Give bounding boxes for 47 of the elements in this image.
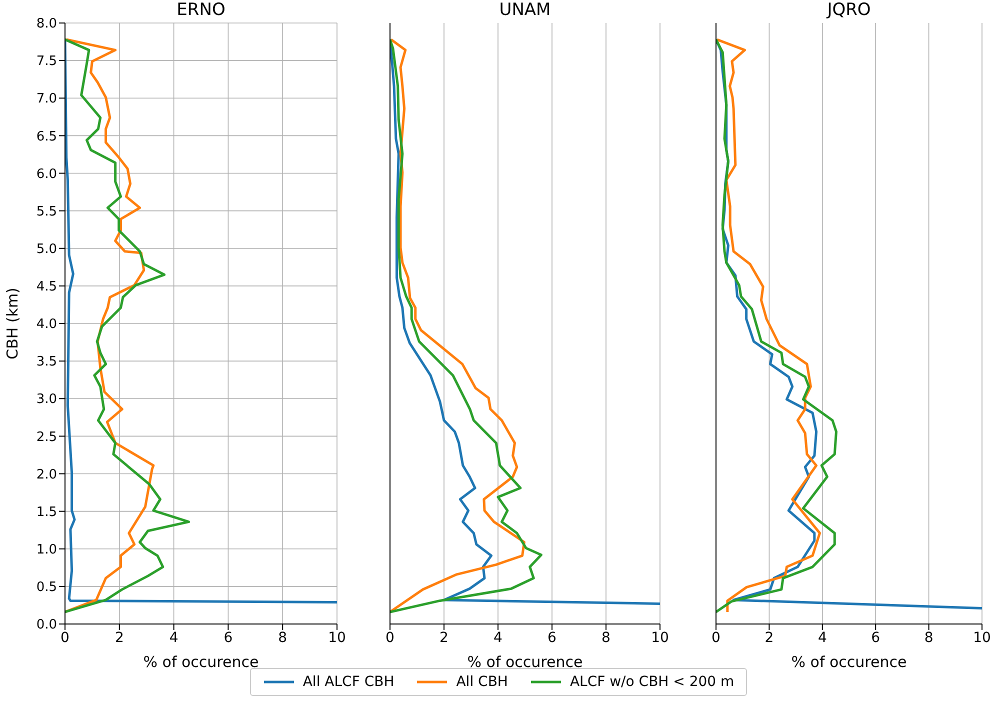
y-tick-label: 6.0: [36, 166, 57, 182]
y-tick-label: 7.0: [36, 92, 57, 107]
y-tick-label: 2.5: [36, 430, 57, 445]
x-tick-label: 0: [60, 630, 70, 646]
x-axis-title: % of occurence: [467, 653, 583, 671]
y-tick-label: 6.5: [36, 129, 57, 144]
legend-label: All ALCF CBH: [302, 674, 394, 690]
y-tick-label: 3.5: [36, 354, 57, 370]
x-tick-label: 2: [440, 630, 448, 646]
x-tick-label: 4: [169, 630, 178, 646]
x-axis-title: % of occurence: [791, 653, 907, 671]
legend-label: ALCF w/o CBH < 200 m: [570, 674, 734, 690]
y-tick-label: 0.5: [36, 580, 57, 596]
chart-title: JQRO: [825, 0, 872, 20]
y-tick-label: 7.5: [36, 54, 57, 70]
x-tick-label: 6: [224, 630, 233, 646]
x-tick-label: 8: [278, 630, 288, 646]
y-tick-label: 0.0: [36, 618, 57, 633]
x-tick-label: 4: [494, 630, 503, 646]
y-tick-label: 5.5: [36, 204, 57, 220]
legend-label: All CBH: [456, 674, 508, 690]
y-tick-label: 3.0: [36, 392, 57, 408]
x-axis-title: % of occurence: [143, 653, 259, 671]
x-tick-label: 4: [818, 630, 827, 646]
y-tick-label: 1.0: [36, 542, 57, 558]
line-series: [65, 38, 337, 604]
y-tick-label: 4.0: [36, 317, 57, 332]
x-tick-label: 10: [973, 630, 991, 646]
y-tick-label: 2.0: [36, 467, 57, 482]
chart-title: ERNO: [176, 0, 226, 20]
y-axis-title: CBH (km): [3, 288, 22, 360]
y-tick-label: 8.0: [36, 16, 57, 32]
x-tick-label: 10: [651, 630, 669, 646]
x-tick-label: 8: [602, 630, 610, 646]
x-tick-label: 6: [548, 630, 557, 646]
x-tick-label: 6: [871, 630, 880, 646]
line-series: [65, 38, 190, 614]
x-tick-label: 0: [712, 630, 720, 646]
x-tick-label: 0: [386, 630, 394, 646]
x-tick-label: 10: [328, 630, 346, 646]
y-tick-label: 5.0: [36, 242, 57, 257]
x-tick-label: 2: [114, 630, 124, 646]
y-tick-label: 4.5: [36, 280, 57, 295]
y-tick-label: 1.5: [36, 504, 57, 520]
chart-title: UNAM: [498, 0, 552, 20]
x-tick-label: 2: [764, 630, 774, 646]
x-tick-label: 8: [924, 630, 934, 646]
